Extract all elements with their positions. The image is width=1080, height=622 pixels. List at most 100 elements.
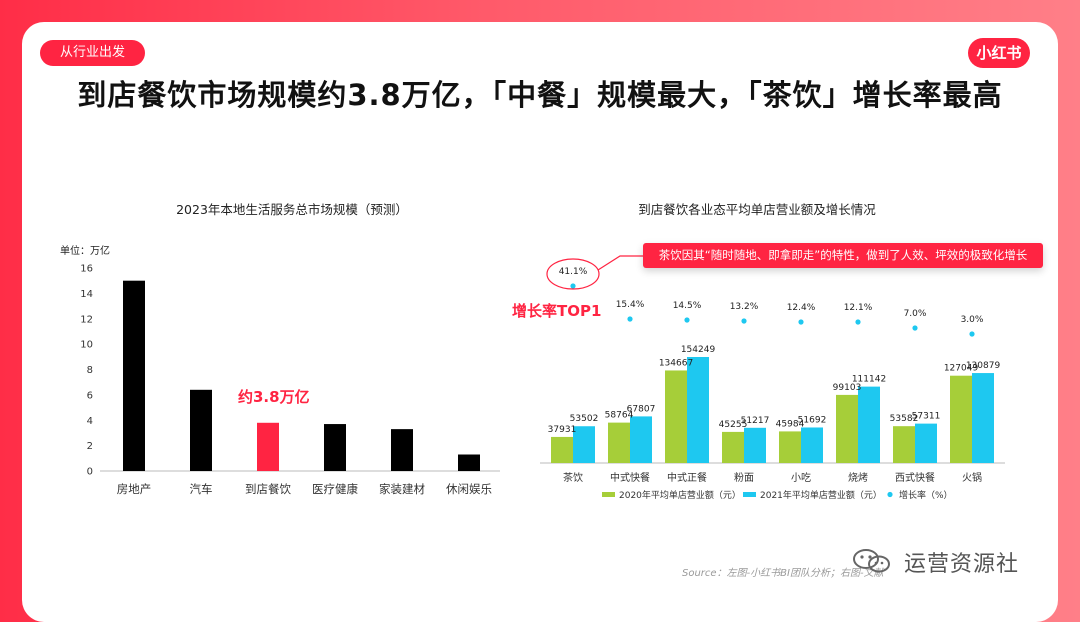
bar-2020 <box>551 436 573 463</box>
right-x-tick: 西式快餐 <box>895 471 935 484</box>
growth-label: 13.2% <box>730 302 759 312</box>
bar-2020 <box>836 394 858 463</box>
left-y-unit: 单位：万亿 <box>60 244 110 257</box>
label-2020: 99103 <box>833 383 862 393</box>
growth-dot <box>684 317 690 323</box>
left-x-tick: 到店餐饮 <box>245 482 291 496</box>
legend-swatch-growth <box>887 491 893 498</box>
left-y-tick: 16 <box>80 264 93 275</box>
bar-2021 <box>915 423 937 463</box>
tea-callout: 茶饮因其“随时随地、即拿即走”的特性，做到了人效、坪效的极致化增长 <box>643 243 1043 268</box>
left-x-tick: 房地产 <box>117 482 152 496</box>
left-x-tick: 家装建材 <box>379 482 425 496</box>
growth-label: 7.0% <box>904 309 927 319</box>
label-2021: 51217 <box>741 416 770 426</box>
bar-2021 <box>801 427 823 463</box>
bar-2020 <box>722 431 744 463</box>
growth-dot <box>627 316 633 322</box>
legend-label-2020: 2020年平均单店营业额（元） <box>619 489 741 501</box>
label-2021: 67807 <box>627 404 656 414</box>
right-x-tick: 茶饮 <box>563 471 583 484</box>
watermark: 运营资源社 <box>852 544 1052 578</box>
right-x-tick: 中式快餐 <box>610 471 650 484</box>
label-2021: 53502 <box>570 414 599 424</box>
left-y-tick: 6 <box>87 390 93 401</box>
left-chart-title: 2023年本地生活服务总市场规模（预测） <box>176 202 408 217</box>
label-2020: 134667 <box>659 358 693 368</box>
charts-canvas: 2023年本地生活服务总市场规模（预测） 单位：万亿 0 2 4 6 8 10 12 14 16 房地… <box>60 202 1005 501</box>
left-bar <box>123 280 145 471</box>
bar-2020 <box>950 375 972 463</box>
right-x-tick: 小吃 <box>791 471 811 484</box>
legend-label-2021: 2021年平均单店营业额（元） <box>760 489 882 501</box>
bar-2020 <box>779 431 801 463</box>
label-2021: 111142 <box>852 375 886 385</box>
bar-2021 <box>573 426 595 463</box>
bar-2020 <box>608 422 630 463</box>
content-card <box>22 22 1058 622</box>
section-tag: 从行业出发 <box>40 40 145 66</box>
brand-logo: 小红书 <box>968 38 1030 68</box>
bar-2020 <box>665 370 687 463</box>
growth-label: 3.0% <box>961 315 984 325</box>
right-x-tick: 烧烤 <box>848 471 868 484</box>
bar-2021 <box>630 416 652 463</box>
left-bar <box>324 424 346 471</box>
growth-label: 41.1% <box>559 267 588 277</box>
left-bar <box>190 389 212 471</box>
label-2020: 37931 <box>548 425 577 435</box>
right-chart-title: 到店餐饮各业态平均单店营业额及增长情况 <box>638 202 876 217</box>
right-x-tick: 粉面 <box>734 471 754 484</box>
growth-label: 15.4% <box>616 300 645 310</box>
growth-dot <box>570 283 576 289</box>
growth-label: 14.5% <box>673 301 702 311</box>
left-x-tick: 医疗健康 <box>312 482 358 496</box>
left-y-tick: 2 <box>87 441 93 452</box>
page-title: 到店餐饮市场规模约3.8万亿，「中餐」规模最大，「茶饮」增长率最高 <box>77 78 1003 112</box>
growth-highlight-ring <box>546 258 600 290</box>
left-y-tick: 8 <box>87 365 93 376</box>
left-y-tick: 14 <box>80 289 93 300</box>
label-2020: 53582 <box>890 414 919 424</box>
wechat-icon <box>853 549 890 573</box>
label-2021: 57311 <box>912 412 941 422</box>
bar-2021 <box>687 357 709 463</box>
left-y-tick: 4 <box>87 416 93 427</box>
label-2020: 45984 <box>776 419 805 429</box>
growth-dot <box>855 319 861 325</box>
left-bar <box>257 422 279 471</box>
callout-connector <box>597 255 643 271</box>
growth-label: 12.4% <box>787 303 816 313</box>
watermark-text: 运营资源社 <box>904 552 1020 577</box>
left-y-tick: 0 <box>87 467 93 478</box>
label-2020: 58764 <box>605 411 634 421</box>
bar-2021 <box>858 386 880 463</box>
legend-swatch-2020 <box>602 492 615 497</box>
legend-swatch-2021 <box>743 492 756 497</box>
left-annotation: 约3.8万亿 <box>238 388 310 406</box>
left-y-tick: 10 <box>80 340 93 351</box>
left-x-tick: 休闲娱乐 <box>446 482 492 496</box>
label-2020: 45255 <box>719 420 748 430</box>
left-bar <box>391 429 413 471</box>
bar-2021 <box>972 373 994 463</box>
legend-label-growth: 增长率（%） <box>899 489 953 501</box>
growth-dot <box>798 319 804 325</box>
growth-top-label: 增长率TOP1 <box>512 302 602 320</box>
growth-dot <box>969 331 975 337</box>
growth-label: 12.1% <box>844 303 873 313</box>
left-x-tick: 汽车 <box>190 482 213 496</box>
label-2020: 127049 <box>944 364 979 374</box>
label-2021: 154249 <box>681 345 716 355</box>
growth-dot <box>741 318 747 324</box>
right-x-tick: 中式正餐 <box>667 471 707 484</box>
left-y-tick: 12 <box>80 314 93 325</box>
left-chart: 2023年本地生活服务总市场规模（预测） 单位：万亿 0 2 4 6 8 10 12 14 16 房地… <box>60 202 500 496</box>
label-2021: 130879 <box>966 361 1001 371</box>
growth-dot <box>912 325 918 331</box>
right-x-tick: 火锅 <box>962 472 982 484</box>
left-bar <box>458 454 480 471</box>
bar-2020 <box>893 426 915 463</box>
bar-2021 <box>744 427 766 463</box>
